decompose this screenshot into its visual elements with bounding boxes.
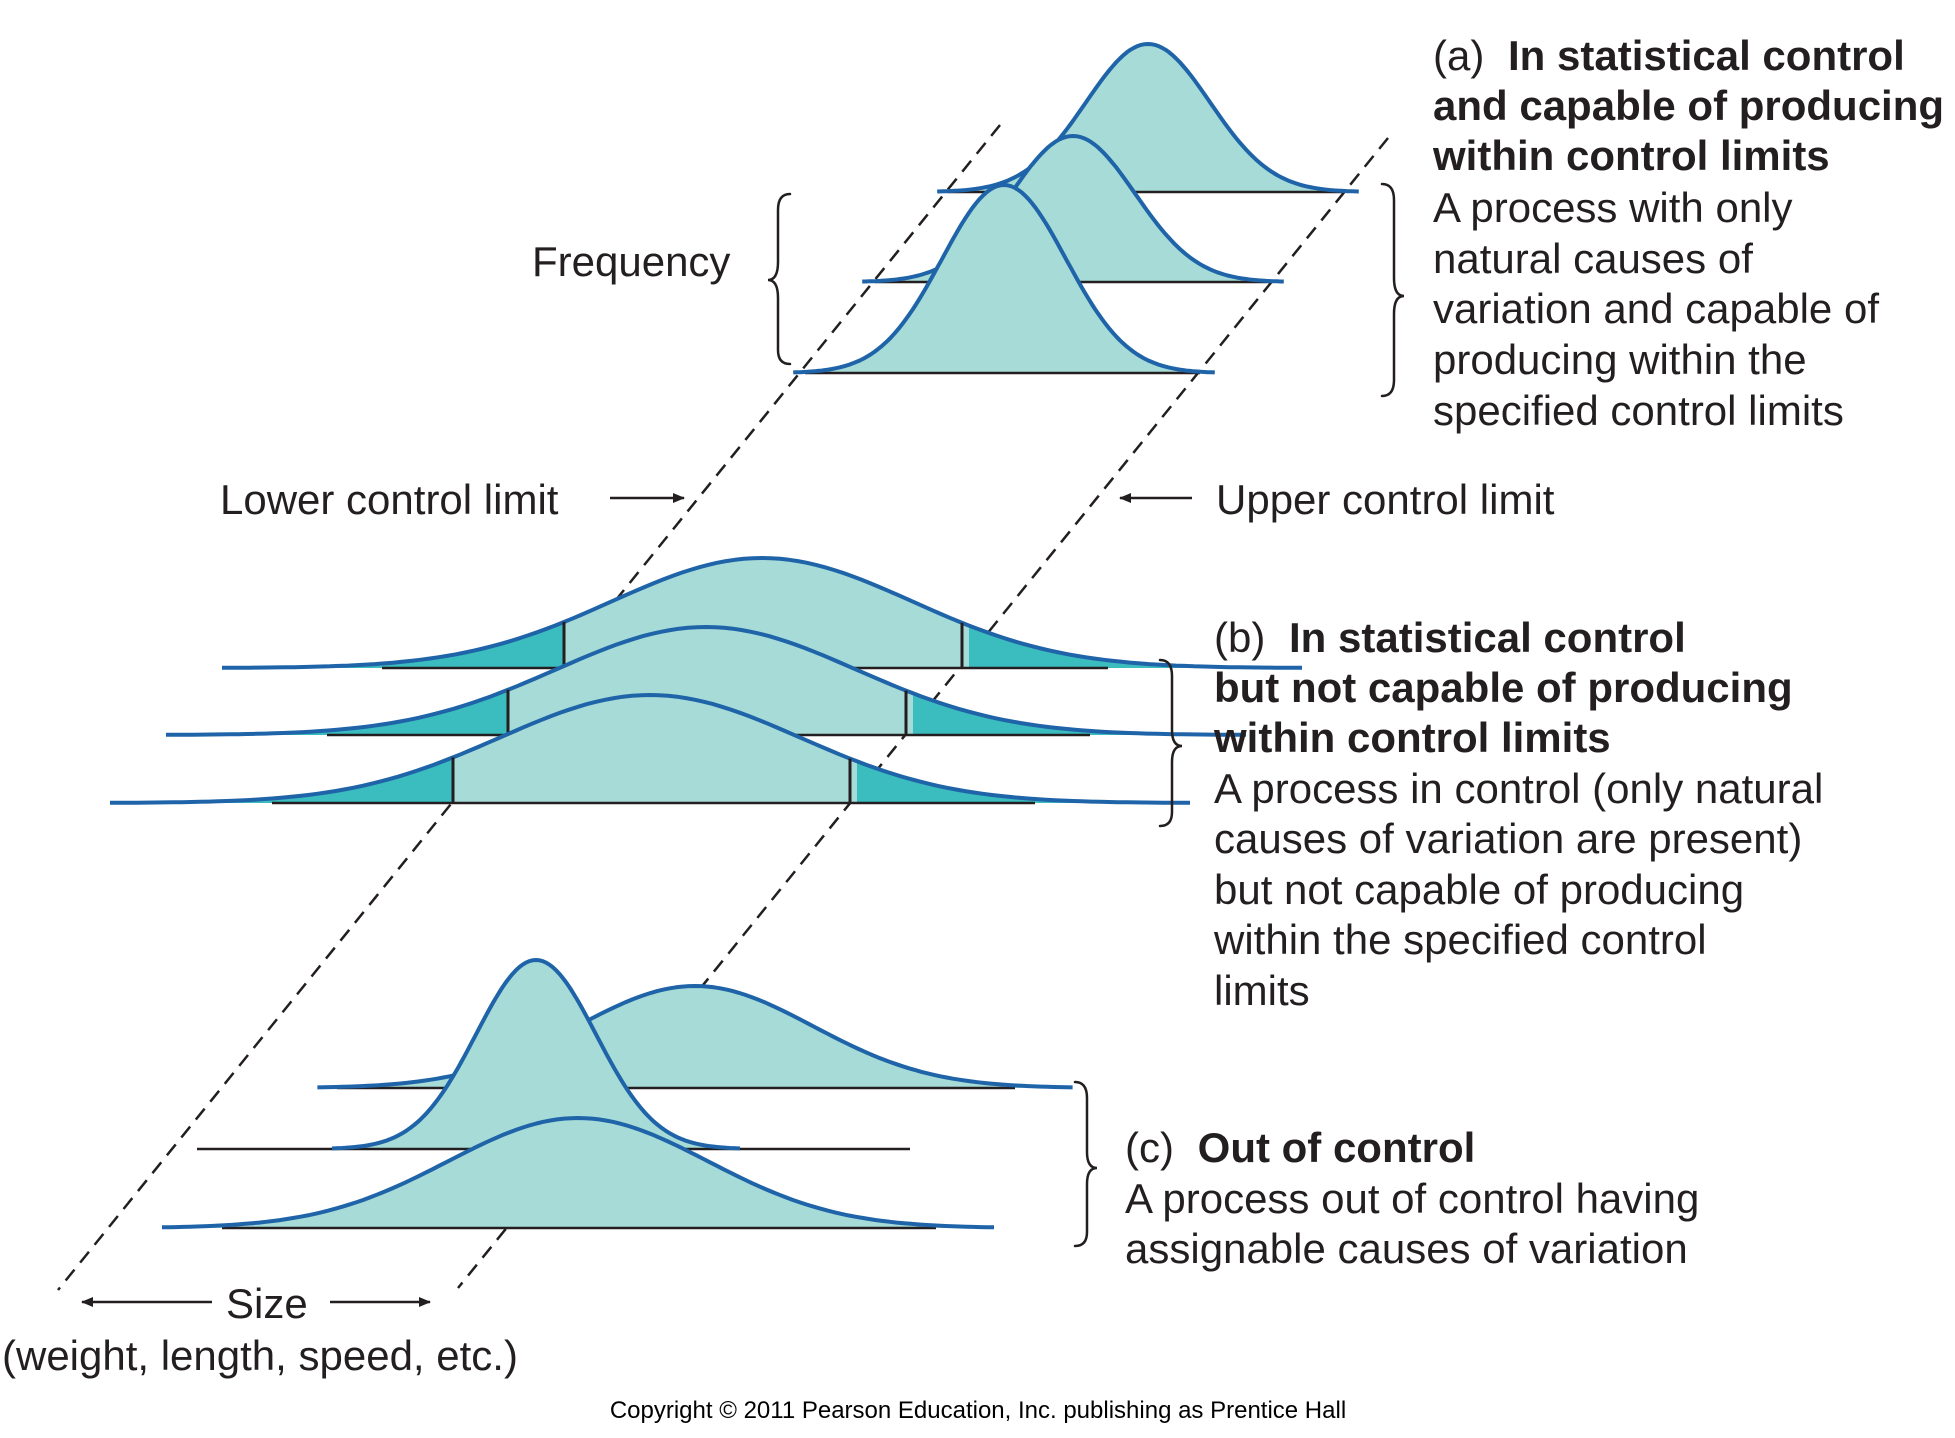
panel-a-body-line-4: producing within the	[1433, 336, 1807, 383]
panel-b-body-line-2: causes of variation are present)	[1214, 815, 1802, 862]
curve-b-1-upper-tail	[969, 625, 1302, 668]
curve-c-1-outline	[317, 984, 1073, 1090]
arrows	[81, 493, 1192, 1307]
panel-a-body-line-2: natural causes of	[1433, 235, 1753, 282]
panel-b-body-line-4: within the specified control	[1213, 916, 1707, 963]
curve-c-3-outline	[161, 1116, 995, 1230]
size-detail-label: (weight, length, speed, etc.)	[2, 1332, 518, 1379]
panel-b-tag: (b)	[1214, 614, 1265, 661]
distribution-curves	[110, 42, 1359, 1230]
panel-c-body-line-2: assignable causes of variation	[1125, 1225, 1688, 1272]
panel-a-caption: (a) In statistical control and capable o…	[1432, 32, 1944, 434]
lower-control-limit-label: Lower control limit	[220, 476, 559, 523]
panel-c-body-line-1: A process out of control having	[1125, 1175, 1699, 1222]
curve-a-2-outline	[862, 134, 1284, 284]
curve-a-3-fill	[793, 185, 1215, 373]
panel-a-heading-line-2: and capable of producing	[1433, 82, 1944, 129]
copyright-notice: Copyright © 2011 Pearson Education, Inc.…	[610, 1397, 1346, 1424]
panel-a-body-line-5: specified control limits	[1433, 387, 1844, 434]
panel-c-caption: (c) Out of control A process out of cont…	[1125, 1124, 1699, 1272]
size-label: Size	[226, 1280, 308, 1327]
panel-c-tag: (c)	[1125, 1124, 1174, 1171]
curve-b-3-lower-tail	[110, 757, 452, 803]
panel-a-heading-line-3: within control limits	[1432, 132, 1830, 179]
panel-b-body-line-1: A process in control (only natural	[1214, 765, 1823, 812]
panel-a-heading-line-1: In statistical control	[1508, 32, 1905, 79]
curve-b-3-upper-tail	[857, 761, 1190, 803]
panel-b-body-line-3: but not capable of producing	[1214, 866, 1744, 913]
curve-a-3-outline	[793, 183, 1215, 375]
svg-text:(a) In statistical contr: (a) In statistical control	[1433, 32, 1905, 79]
curve-b-2-upper-tail	[913, 693, 1246, 735]
panel-b-heading-line-3: within control limits	[1213, 714, 1611, 761]
panel-b-heading-line-1: In statistical control	[1289, 614, 1686, 661]
curve-a-2-fill	[862, 136, 1284, 282]
panel-b-heading-line-2: but not capable of producing	[1214, 664, 1793, 711]
panel-b-caption: (b) In statistical control but not capab…	[1213, 614, 1823, 1014]
brace-b	[1158, 658, 1183, 828]
curve-c-2-outline	[331, 958, 741, 1151]
brace-a	[1380, 182, 1405, 398]
panel-a-body-line-3: variation and capable of	[1433, 285, 1879, 332]
curve-b-3-fill	[110, 695, 1190, 803]
curve-b-2-lower-tail	[166, 689, 508, 735]
curve-b-1-lower-tail	[222, 622, 564, 668]
frequency-brace	[767, 192, 792, 366]
panel-b-body-line-5: limits	[1214, 967, 1310, 1014]
curve-b-2-fill	[166, 627, 1246, 735]
panel-a-tag: (a)	[1433, 32, 1484, 79]
panel-c-heading-line-1: Out of control	[1198, 1124, 1476, 1171]
svg-text:(b) In statistical contr: (b) In statistical control	[1214, 614, 1686, 661]
curve-b-1-outline	[222, 556, 1302, 670]
curve-c-3-fill	[162, 1118, 994, 1228]
braces	[767, 182, 1405, 1248]
curve-a-1-fill	[937, 44, 1359, 192]
curve-b-2-outline	[166, 625, 1246, 737]
curve-a-1-outline	[937, 42, 1359, 194]
svg-text:(c) Out of control: (c) Out of control	[1125, 1124, 1475, 1171]
curve-b-1-fill	[222, 558, 1302, 668]
upper-control-limit-label: Upper control limit	[1216, 476, 1555, 523]
curve-b-3-outline	[110, 693, 1190, 805]
curve-c-1-fill	[317, 986, 1073, 1088]
panel-a-body-line-1: A process with only	[1433, 184, 1793, 231]
frequency-label: Frequency	[532, 238, 730, 285]
brace-c	[1073, 1080, 1098, 1248]
curve-c-2-fill	[332, 960, 740, 1149]
